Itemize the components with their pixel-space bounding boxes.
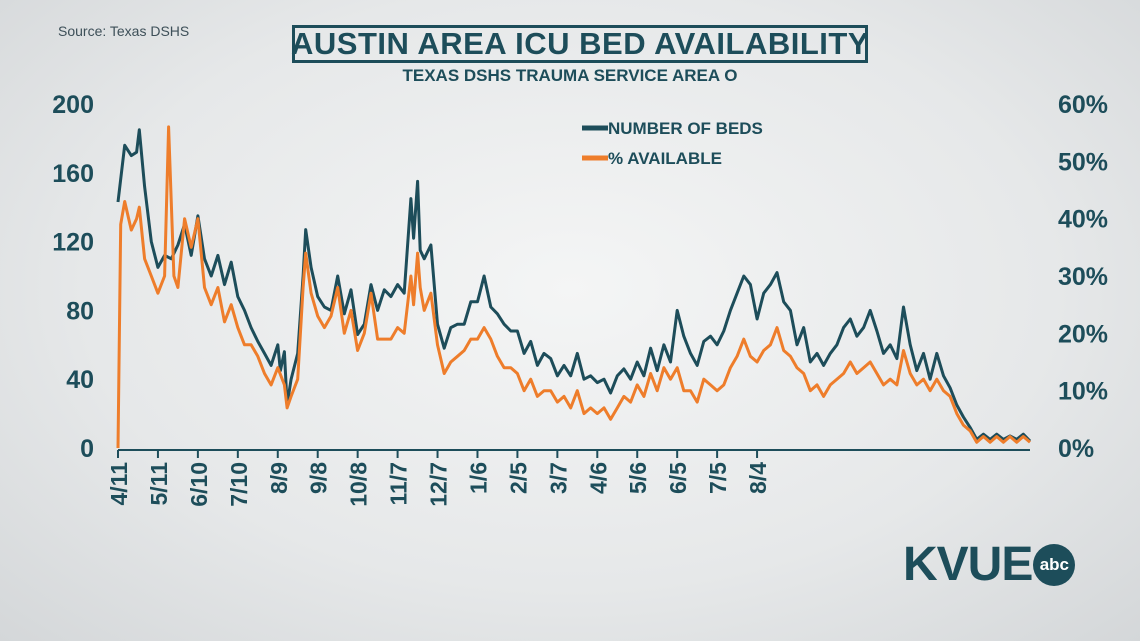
right-axis-tick-label: 50% bbox=[1058, 148, 1108, 176]
x-axis-tick-label: 1/6 bbox=[465, 462, 491, 494]
kvue-logo: KVUE abc bbox=[903, 538, 1076, 591]
x-axis-tick-label: 4/11 bbox=[106, 462, 132, 506]
right-axis-tick-label: 20% bbox=[1058, 320, 1108, 348]
x-axis-tick-label: 6/10 bbox=[186, 462, 212, 507]
beds-series-line bbox=[116, 128, 1032, 443]
chart-title: AUSTIN AREA ICU BED AVAILABILITY bbox=[291, 26, 870, 61]
right-axis-tick-label: 60% bbox=[1058, 91, 1108, 119]
right-axis-tick-label: 0% bbox=[1058, 435, 1094, 463]
x-axis-tick-label: 11/7 bbox=[386, 462, 412, 506]
left-axis-tick-label: 200 bbox=[52, 91, 94, 119]
left-axis-tick-label: 160 bbox=[52, 160, 94, 188]
legend-beds-label: NUMBER OF BEDS bbox=[608, 119, 763, 138]
left-axis-tick-label: 120 bbox=[52, 229, 94, 257]
x-axis-tick-label: 8/4 bbox=[745, 462, 771, 494]
x-axis-tick-label: 3/7 bbox=[545, 462, 571, 494]
logo-text: KVUE bbox=[903, 538, 1033, 591]
x-axis-tick-label: 5/6 bbox=[625, 462, 651, 494]
x-axis-tick-label: 6/5 bbox=[665, 462, 691, 494]
x-axis-tick-label: 10/8 bbox=[346, 462, 372, 507]
abc-badge-icon: abc bbox=[1033, 544, 1076, 586]
x-axis-tick-label: 4/6 bbox=[585, 462, 611, 494]
x-axis-tick-label: 5/11 bbox=[146, 462, 172, 506]
percent-available-series-line bbox=[116, 125, 1031, 449]
legend-percent-label: % AVAILABLE bbox=[608, 149, 722, 168]
left-axis-tick-label: 80 bbox=[66, 297, 94, 325]
chart-title-box: AUSTIN AREA ICU BED AVAILABILITY bbox=[291, 25, 870, 63]
x-axis-tick-label: 8/9 bbox=[266, 462, 292, 494]
chart-subtitle: TEXAS DSHS TRAUMA SERVICE AREA O bbox=[402, 66, 738, 85]
x-axis-tick-label: 7/5 bbox=[705, 462, 731, 494]
x-axis-tick-label: 12/7 bbox=[426, 462, 452, 507]
right-axis-tick-label: 30% bbox=[1058, 263, 1108, 291]
source-note: Source: Texas DSHS bbox=[58, 23, 190, 39]
left-axis-tick-label: 40 bbox=[66, 366, 94, 394]
right-axis-tick-label: 40% bbox=[1058, 206, 1108, 234]
right-axis-tick-label: 10% bbox=[1058, 378, 1108, 406]
x-axis-tick-label: 9/8 bbox=[306, 462, 332, 494]
x-axis-tick-label: 2/5 bbox=[505, 462, 531, 494]
left-axis-tick-label: 0 bbox=[80, 435, 94, 463]
x-axis-tick-label: 7/10 bbox=[226, 462, 252, 507]
